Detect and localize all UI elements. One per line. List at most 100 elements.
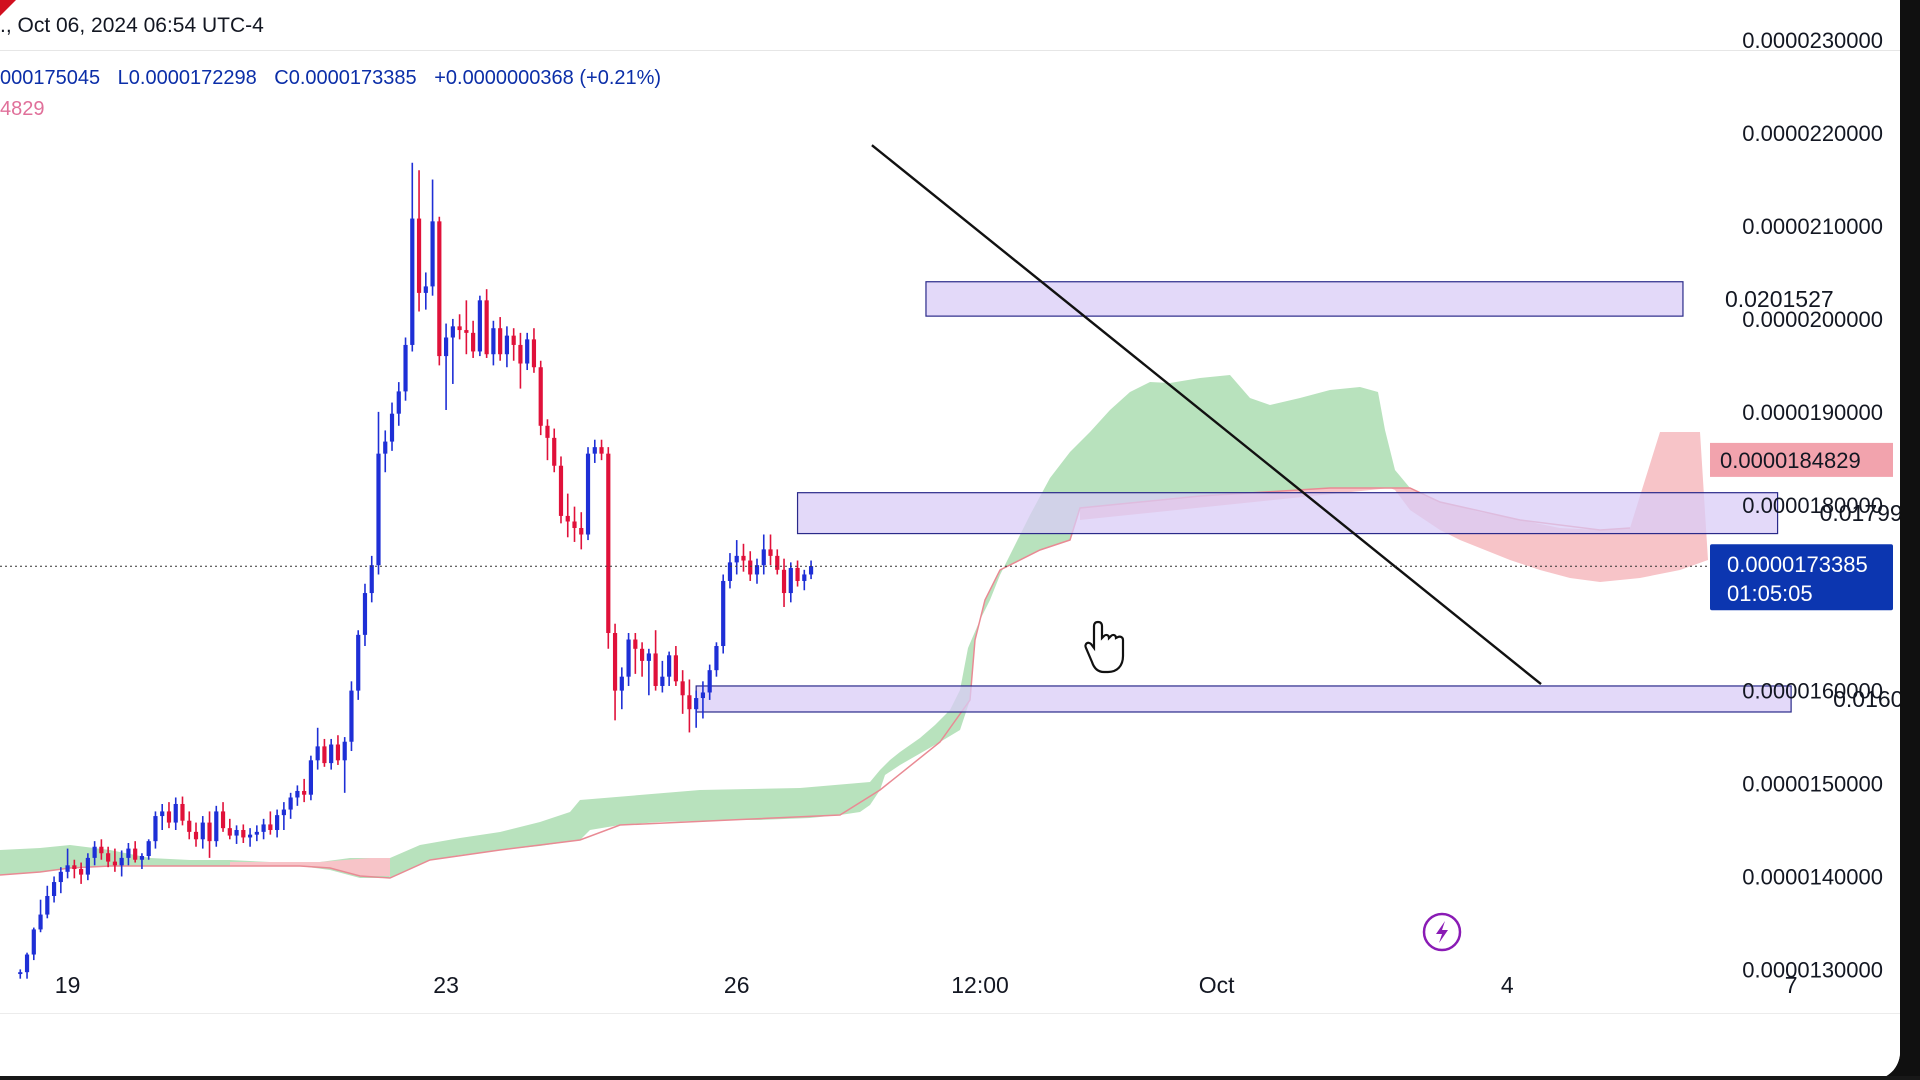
zone-box-3[interactable] bbox=[695, 685, 1792, 713]
candle bbox=[335, 735, 341, 765]
candle-body bbox=[275, 815, 280, 831]
candle bbox=[518, 332, 523, 389]
candle bbox=[498, 317, 503, 361]
candle-body bbox=[349, 690, 354, 742]
lightning-icon[interactable] bbox=[1422, 912, 1462, 952]
candle-body bbox=[653, 653, 658, 686]
candle bbox=[166, 802, 172, 829]
x-axis[interactable]: 19 23 26 12:00 Oct 4 7 bbox=[55, 972, 1798, 998]
y-tick-label: 0.0000140000 bbox=[1742, 864, 1883, 889]
candle-body bbox=[768, 549, 773, 556]
candle-body bbox=[65, 865, 70, 872]
candle bbox=[268, 811, 273, 835]
candle bbox=[558, 456, 564, 524]
candle bbox=[38, 899, 43, 933]
candle bbox=[356, 630, 361, 700]
candle bbox=[450, 318, 455, 384]
x-tick-label: 19 bbox=[55, 972, 81, 998]
candle-body bbox=[342, 741, 347, 761]
y-tick-label: 0.0000150000 bbox=[1742, 772, 1883, 797]
candle bbox=[694, 690, 699, 728]
candle-body bbox=[254, 831, 259, 835]
y-tick-label: 0.0000160000 bbox=[1742, 679, 1883, 704]
candle-body bbox=[403, 344, 408, 392]
candle bbox=[761, 534, 766, 575]
candle-body bbox=[504, 335, 510, 355]
candle bbox=[207, 811, 212, 858]
candle-body bbox=[443, 337, 449, 357]
candle-body bbox=[646, 653, 651, 661]
zone-label-1: 0.0201527 bbox=[1725, 286, 1834, 312]
candle-body bbox=[126, 848, 131, 858]
candle-body bbox=[153, 816, 158, 842]
candle bbox=[376, 411, 381, 575]
candle-body bbox=[498, 328, 503, 355]
supply-demand-zones[interactable]: 0.0201527 0.0179983 0.0160148 bbox=[695, 281, 1900, 713]
candle bbox=[619, 667, 624, 710]
y-tick-label: 0.0000200000 bbox=[1742, 307, 1883, 332]
candle-body bbox=[585, 453, 591, 535]
candle-body bbox=[79, 869, 84, 875]
zone-label-2: 0.0179983 bbox=[1820, 500, 1900, 526]
candle-body bbox=[626, 639, 631, 677]
candle-body bbox=[660, 676, 665, 686]
price-badges: 0.00001848290.00001707010.000017338501:0… bbox=[1710, 442, 1893, 611]
candle-body bbox=[714, 646, 719, 671]
candle-body bbox=[112, 861, 117, 866]
candle-body bbox=[335, 744, 341, 761]
candle bbox=[565, 493, 570, 538]
candle bbox=[92, 841, 97, 866]
candle bbox=[585, 447, 591, 541]
candle bbox=[572, 506, 577, 542]
candle-body bbox=[193, 831, 199, 840]
candle-body bbox=[565, 515, 570, 522]
candle-body bbox=[808, 566, 814, 575]
candle-body bbox=[302, 790, 307, 795]
candle bbox=[700, 681, 706, 719]
candle bbox=[599, 439, 604, 461]
candle bbox=[423, 272, 428, 310]
trendline bbox=[871, 144, 1542, 686]
candle bbox=[106, 846, 111, 868]
candle-body bbox=[133, 848, 138, 860]
candle bbox=[288, 792, 293, 819]
candle-countdown: 01:05:05 bbox=[1727, 581, 1813, 606]
zone-box-1[interactable] bbox=[925, 281, 1684, 317]
zone-box-2[interactable] bbox=[796, 492, 1779, 535]
candle-body bbox=[592, 447, 597, 454]
badge-bg bbox=[1710, 544, 1893, 611]
x-tick-label: 23 bbox=[433, 972, 459, 998]
candle-body bbox=[761, 549, 766, 566]
candle-body bbox=[518, 344, 523, 364]
candle bbox=[457, 314, 462, 340]
candle-body bbox=[24, 954, 30, 973]
candle-body bbox=[552, 437, 557, 466]
candle bbox=[153, 811, 158, 849]
candle-body bbox=[369, 565, 374, 594]
cloud-bull-main bbox=[390, 375, 1410, 878]
screen-edge bbox=[0, 1076, 1920, 1080]
candle-body bbox=[214, 811, 219, 842]
candle bbox=[396, 382, 401, 426]
candle bbox=[261, 818, 266, 840]
candle-body bbox=[322, 746, 327, 764]
candle-body bbox=[268, 824, 273, 831]
candle bbox=[112, 848, 117, 872]
candle-body bbox=[58, 871, 63, 883]
candle-body bbox=[31, 929, 36, 955]
candle-body bbox=[281, 809, 286, 816]
symbol-date-title: ., Oct 06, 2024 06:54 UTC-4 bbox=[0, 14, 264, 37]
candle bbox=[437, 216, 442, 366]
indicator-value: 4829 bbox=[0, 98, 45, 120]
candle-body bbox=[166, 811, 172, 823]
candle-body bbox=[619, 676, 624, 691]
candle-body bbox=[579, 527, 584, 535]
y-tick-label: 0.0000220000 bbox=[1742, 121, 1883, 146]
candle bbox=[139, 853, 145, 870]
y-axis[interactable]: 0.0000230000 0.0000220000 0.0000210000 0.00… bbox=[1742, 28, 1883, 982]
candle bbox=[687, 679, 692, 733]
candle-body bbox=[72, 865, 77, 870]
trendline-group[interactable] bbox=[871, 144, 1542, 686]
candle bbox=[214, 805, 219, 847]
